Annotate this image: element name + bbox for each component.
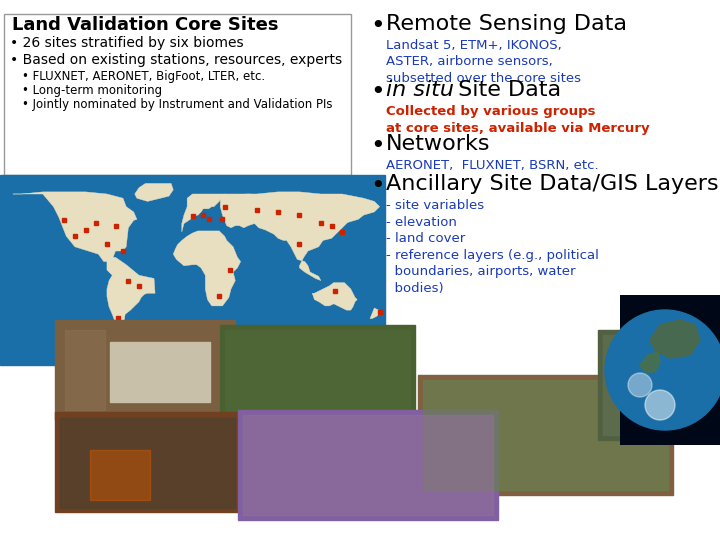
Text: in situ: in situ	[386, 80, 454, 100]
Bar	[423, 380, 668, 490]
Text: Site Data: Site Data	[451, 80, 561, 100]
Circle shape	[628, 373, 652, 397]
Text: • Long-term monitoring: • Long-term monitoring	[22, 84, 162, 97]
Text: • FLUXNET, AERONET, BigFoot, LTER, etc.: • FLUXNET, AERONET, BigFoot, LTER, etc.	[22, 70, 265, 83]
Polygon shape	[13, 192, 137, 261]
Bar	[603, 335, 715, 435]
Circle shape	[645, 390, 675, 420]
Polygon shape	[174, 231, 240, 306]
Bar	[55, 412, 240, 512]
Polygon shape	[640, 352, 660, 372]
Bar	[238, 410, 498, 520]
Polygon shape	[182, 194, 256, 232]
Text: AERONET,  FLUXNET, BSRN, etc.: AERONET, FLUXNET, BSRN, etc.	[386, 159, 598, 172]
Circle shape	[605, 310, 720, 430]
Bar	[0, 175, 385, 365]
Text: •: •	[370, 14, 384, 38]
Text: • Jointly nominated by Instrument and Validation PIs: • Jointly nominated by Instrument and Va…	[22, 98, 333, 111]
Text: •: •	[370, 174, 384, 198]
Text: • Based on existing stations, resources, experts: • Based on existing stations, resources,…	[10, 53, 342, 67]
Bar	[55, 320, 235, 420]
Polygon shape	[135, 184, 174, 201]
Bar	[90, 450, 150, 500]
Text: Collected by various groups
at core sites, available via Mercury: Collected by various groups at core site…	[386, 105, 649, 134]
Text: - site variables
- elevation
- land cover
- reference layers (e.g., political
  : - site variables - elevation - land cove…	[386, 199, 599, 295]
Text: Networks: Networks	[386, 134, 490, 154]
Text: •: •	[370, 134, 384, 158]
Polygon shape	[312, 282, 357, 310]
Text: Landsat 5, ETM+, IKONOS,
ASTER, airborne sensors,
subsetted over the core sites: Landsat 5, ETM+, IKONOS, ASTER, airborne…	[386, 39, 581, 85]
Bar	[418, 375, 673, 495]
Text: Ancillary Site Data/GIS Layers: Ancillary Site Data/GIS Layers	[386, 174, 719, 194]
Polygon shape	[370, 308, 381, 319]
Text: Remote Sensing Data: Remote Sensing Data	[386, 14, 627, 34]
Text: Land Validation Core Sites: Land Validation Core Sites	[12, 16, 279, 34]
FancyBboxPatch shape	[4, 14, 351, 175]
Bar	[598, 330, 720, 440]
Bar	[620, 295, 720, 445]
Bar	[225, 330, 410, 430]
Polygon shape	[650, 320, 700, 358]
Bar	[220, 325, 415, 435]
Bar	[65, 330, 105, 410]
Text: •: •	[370, 80, 384, 104]
Bar	[60, 418, 235, 508]
Text: • 26 sites stratified by six biomes: • 26 sites stratified by six biomes	[10, 36, 243, 50]
Polygon shape	[220, 192, 379, 281]
Bar	[243, 415, 493, 515]
Bar	[110, 342, 210, 402]
Polygon shape	[107, 258, 155, 328]
